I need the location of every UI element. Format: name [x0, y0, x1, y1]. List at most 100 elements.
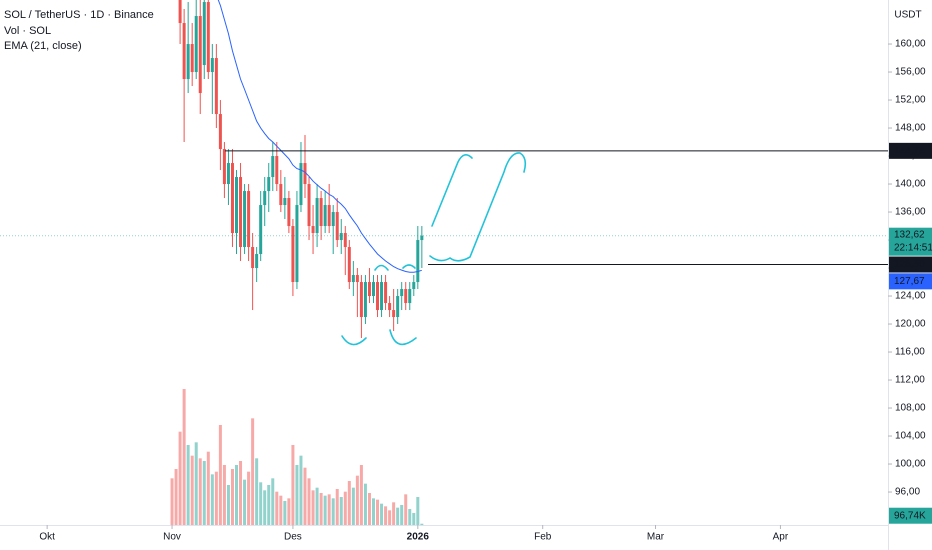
x-tick-label: Apr [773, 532, 789, 543]
volume-bar [247, 471, 251, 525]
candle-body [275, 156, 279, 185]
candle-body [263, 191, 267, 206]
y-tick-label: 160,00 [895, 39, 926, 50]
volume-bar [343, 491, 347, 525]
y-tick-label: 120,00 [895, 319, 926, 330]
candle-body [323, 205, 327, 227]
y-tick-label: 108,00 [895, 403, 926, 414]
y-tick-label: 152,00 [895, 95, 926, 106]
volume-label: 96,74K [894, 510, 926, 521]
candle-body [351, 275, 355, 283]
candle-body [420, 235, 424, 241]
volume-bar [335, 489, 339, 525]
x-tick-label: Nov [163, 532, 181, 543]
volume-bar [295, 465, 299, 525]
y-tick-label: 116,00 [895, 347, 925, 358]
volume-bar [235, 465, 239, 525]
candle-body [299, 163, 303, 206]
candle-body [396, 296, 400, 318]
volume-bar [315, 487, 319, 525]
candle-body [255, 254, 259, 269]
candle-body [347, 247, 351, 283]
y-tick-label: 124,00 [895, 291, 926, 302]
indicator-label: Vol · SOL [4, 25, 51, 37]
candle-body [363, 282, 367, 318]
volume-bar [412, 513, 416, 525]
volume-bar [198, 458, 202, 525]
candle-body [178, 0, 182, 24]
volume-bar [323, 495, 327, 525]
volume-bar [243, 479, 247, 525]
candle-body [315, 198, 319, 234]
candle-body [218, 114, 222, 150]
y-tick-label: 140,00 [895, 179, 926, 190]
candle-body [291, 226, 295, 283]
volume-bar [355, 475, 359, 525]
y-tick-label: 100,00 [895, 459, 926, 470]
candle-body [182, 23, 186, 80]
volume-bar [186, 445, 190, 525]
volume-bar [190, 455, 194, 525]
candle-body [283, 198, 287, 206]
x-tick-label: Okt [39, 532, 55, 543]
volume-bar [327, 494, 331, 525]
candle-body [194, 16, 198, 73]
volume-bar [271, 478, 275, 525]
candle-body [210, 58, 214, 73]
drawing-arc [402, 264, 416, 269]
candle-body [198, 16, 202, 94]
volume-bar [174, 469, 178, 525]
candle-body [267, 177, 271, 192]
candle-body [279, 184, 283, 206]
candle-body [295, 205, 299, 283]
candle-body [400, 289, 404, 297]
candle-body [226, 163, 230, 185]
candle-body [359, 282, 363, 318]
price-label: 128,50 [894, 259, 925, 270]
x-tick-label: Mar [647, 532, 665, 543]
price-label-box [889, 142, 932, 159]
last-price-box [889, 227, 932, 256]
candle-body [367, 282, 371, 297]
volume-bar [351, 487, 355, 525]
candle-body [206, 2, 210, 73]
volume-bar [230, 469, 234, 525]
volume-bar [388, 510, 392, 525]
candle-body [222, 149, 226, 185]
volume-bar [263, 490, 267, 525]
axis-unit: USDT [894, 10, 921, 21]
volume-bar [182, 389, 186, 525]
candle-body [380, 282, 384, 311]
candle-body [355, 275, 359, 283]
volume-bar [178, 431, 182, 525]
volume-bar [251, 418, 255, 525]
volume-bar [275, 491, 279, 525]
indicator-label: EMA (21, close) [4, 40, 82, 52]
candle-body [271, 156, 275, 178]
volume-bar [307, 478, 311, 525]
volume-bar [218, 425, 222, 525]
drawing-arrow [429, 152, 527, 262]
volume-label-box [889, 507, 932, 524]
last-price-label: 132,62 [894, 229, 925, 240]
candle-body [239, 177, 243, 248]
candle-body [376, 282, 380, 311]
volume-bar [194, 442, 198, 525]
candle-body [186, 44, 190, 80]
candle-body [230, 163, 234, 234]
volume-bar [319, 493, 323, 525]
volume-bar [291, 445, 295, 525]
volume-bar [339, 497, 343, 525]
drawing-arc [389, 329, 417, 346]
drawings [341, 152, 527, 346]
volume-bar [376, 499, 380, 525]
candle-body [404, 289, 408, 304]
candle-body [416, 240, 420, 283]
countdown: 22:14:51 [894, 242, 932, 253]
drawing-arrow [431, 154, 473, 227]
volume-bar [279, 495, 283, 525]
volume-bar [206, 451, 210, 525]
volume-bar [283, 501, 287, 525]
